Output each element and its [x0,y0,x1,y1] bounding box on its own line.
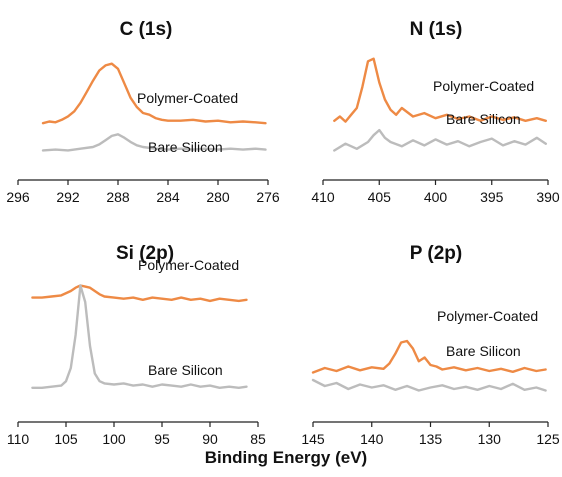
x-tick-label-p2p-135: 135 [419,431,443,447]
bare-silicon-line-c1s [41,133,267,152]
x-tick-label-p2p-145: 145 [301,431,325,447]
x-tick-label-c1s-288: 288 [106,189,130,205]
x-tick-label-c1s-296: 296 [6,189,30,205]
x-tick-label-si2p-110: 110 [7,431,30,447]
x-tick-label-p2p-125: 125 [536,431,560,447]
x-tick-label-n1s-410: 410 [311,189,335,205]
x-tick-label-si2p-100: 100 [102,431,126,447]
x-axis-title: Binding Energy (eV) [205,448,367,467]
x-tick-label-si2p-105: 105 [54,431,78,447]
polymer-coated-label-c1s: Polymer-Coated [137,90,238,106]
x-tick-label-c1s-280: 280 [206,189,230,205]
bare-silicon-label-p2p: Bare Silicon [446,343,521,359]
bare-silicon-line-n1s [333,128,547,152]
polymer-coated-label-si2p: Polymer-Coated [138,257,239,273]
polymer-coated-line-si2p [31,284,248,303]
bare-silicon-label-c1s: Bare Silicon [148,139,223,155]
polymer-coated-label-n1s: Polymer-Coated [433,78,534,94]
bare-silicon-label-si2p: Bare Silicon [148,362,223,378]
x-tick-label-n1s-390: 390 [536,189,560,205]
polymer-coated-label-p2p: Polymer-Coated [437,308,538,324]
x-tick-label-si2p-95: 95 [154,431,170,447]
x-tick-label-c1s-292: 292 [56,189,80,205]
panel-title-si2p: Si (2p) [116,243,174,264]
x-tick-label-c1s-276: 276 [256,189,280,205]
panel-title-n1s: N (1s) [410,19,463,40]
x-tick-label-n1s-395: 395 [480,189,504,205]
x-tick-label-c1s-284: 284 [156,189,180,205]
x-tick-label-si2p-90: 90 [202,431,218,447]
polymer-coated-line-n1s [333,57,547,123]
x-tick-label-n1s-400: 400 [424,189,448,205]
polymer-coated-line-p2p [311,339,547,374]
bare-silicon-line-p2p [311,378,547,392]
x-tick-label-p2p-130: 130 [478,431,502,447]
polymer-coated-line-c1s [41,62,267,125]
bare-silicon-label-n1s: Bare Silicon [446,111,521,127]
x-tick-label-n1s-405: 405 [368,189,392,205]
panel-title-c1s: C (1s) [120,19,173,40]
x-tick-label-p2p-140: 140 [360,431,384,447]
panel-title-p2p: P (2p) [410,243,462,264]
x-tick-label-si2p-85: 85 [250,431,266,447]
bare-silicon-line-si2p [31,284,248,389]
